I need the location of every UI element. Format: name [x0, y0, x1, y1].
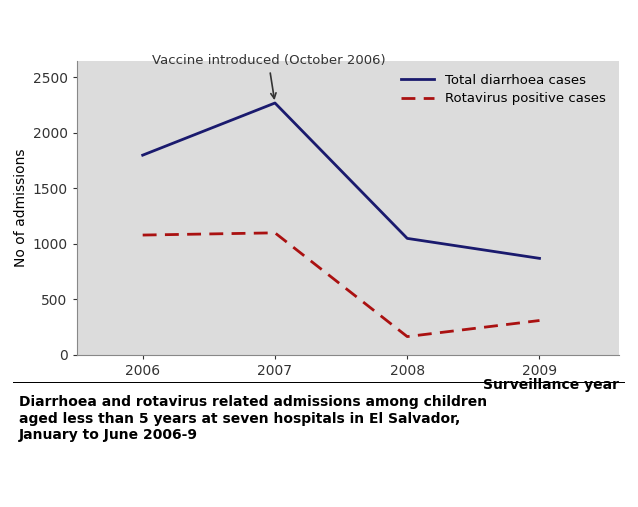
Y-axis label: No of admissions: No of admissions: [14, 149, 28, 267]
Legend: Total diarrhoea cases, Rotavirus positive cases: Total diarrhoea cases, Rotavirus positiv…: [395, 67, 612, 112]
Text: Surveillance year: Surveillance year: [483, 378, 619, 392]
Text: Vaccine introduced (October 2006): Vaccine introduced (October 2006): [152, 54, 385, 98]
Text: Diarrhoea and rotavirus related admissions among children
aged less than 5 years: Diarrhoea and rotavirus related admissio…: [19, 395, 487, 442]
